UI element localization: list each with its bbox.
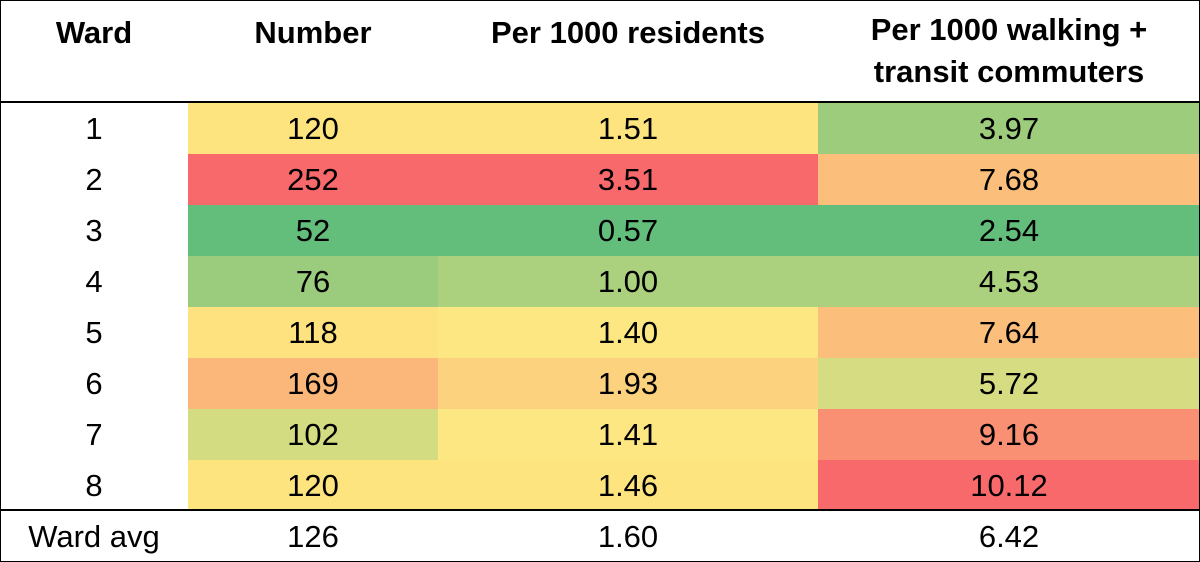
table-row: 8 120 1.46 10.12: [0, 460, 1200, 511]
cell-per-1000-commuters: 10.12: [818, 460, 1200, 511]
cell-number: 118: [188, 307, 438, 358]
cell-ward: 8: [0, 460, 188, 511]
cell-per-1000-commuters: 7.64: [818, 307, 1200, 358]
table-row: 4 76 1.00 4.53: [0, 256, 1200, 307]
table-row: 1 120 1.51 3.97: [0, 103, 1200, 154]
header-per-1000-commuters: Per 1000 walking + transit commuters: [818, 0, 1200, 102]
cell-number: 120: [188, 103, 438, 154]
cell-per-1000-commuters: 7.68: [818, 154, 1200, 205]
cell-number: 120: [188, 460, 438, 511]
cell-ward: 4: [0, 256, 188, 307]
cell-number: 76: [188, 256, 438, 307]
table-row: 2 252 3.51 7.68: [0, 154, 1200, 205]
table-row: 7 102 1.41 9.16: [0, 409, 1200, 460]
cell-per-1000-residents: 0.57: [438, 205, 818, 256]
cell-ward: 7: [0, 409, 188, 460]
cell-per-1000-commuters: 4.53: [818, 256, 1200, 307]
cell-per-1000-commuters: 9.16: [818, 409, 1200, 460]
cell-number: 169: [188, 358, 438, 409]
cell-per-1000-commuters: 5.72: [818, 358, 1200, 409]
table-header: Ward Number Per 1000 residents Per 1000 …: [0, 0, 1200, 102]
cell-per-1000-residents: 1.41: [438, 409, 818, 460]
cell-per-1000-residents: 1.51: [438, 103, 818, 154]
header-walk-line1: Per 1000 walking +: [870, 12, 1148, 47]
table-row: 3 52 0.57 2.54: [0, 205, 1200, 256]
cell-number: 252: [188, 154, 438, 205]
cell-number: 52: [188, 205, 438, 256]
cell-ward: 2: [0, 154, 188, 205]
header-ward: Ward: [55, 15, 133, 50]
cell-ward: 6: [0, 358, 188, 409]
average-label: Ward avg: [0, 511, 188, 562]
average-row: Ward avg 126 1.60 6.42: [0, 511, 1200, 562]
cell-per-1000-commuters: 3.97: [818, 103, 1200, 154]
average-per-1000-commuters: 6.42: [818, 511, 1200, 562]
table-body: 1 120 1.51 3.97 2 252 3.51 7.68 3 52 0.57 2.54 4 76 1.…: [0, 103, 1200, 511]
cell-per-1000-residents: 1.00: [438, 256, 818, 307]
cell-per-1000-residents: 1.93: [438, 358, 818, 409]
cell-per-1000-commuters: 2.54: [818, 205, 1200, 256]
cell-per-1000-residents: 1.46: [438, 460, 818, 511]
cell-ward: 1: [0, 103, 188, 154]
average-number: 126: [188, 511, 438, 562]
header-number: Number: [254, 15, 372, 50]
cell-per-1000-residents: 1.40: [438, 307, 818, 358]
header-per-1000-residents: Per 1000 residents: [490, 15, 765, 50]
cell-ward: 3: [0, 205, 188, 256]
header-divider: [0, 101, 1200, 103]
average-divider: [0, 509, 1200, 511]
average-per-1000-residents: 1.60: [438, 511, 818, 562]
cell-number: 102: [188, 409, 438, 460]
header-walk-line2: transit commuters: [873, 54, 1145, 89]
cell-ward: 5: [0, 307, 188, 358]
table-row: 5 118 1.40 7.64: [0, 307, 1200, 358]
table-row: 6 169 1.93 5.72: [0, 358, 1200, 409]
cell-per-1000-residents: 3.51: [438, 154, 818, 205]
